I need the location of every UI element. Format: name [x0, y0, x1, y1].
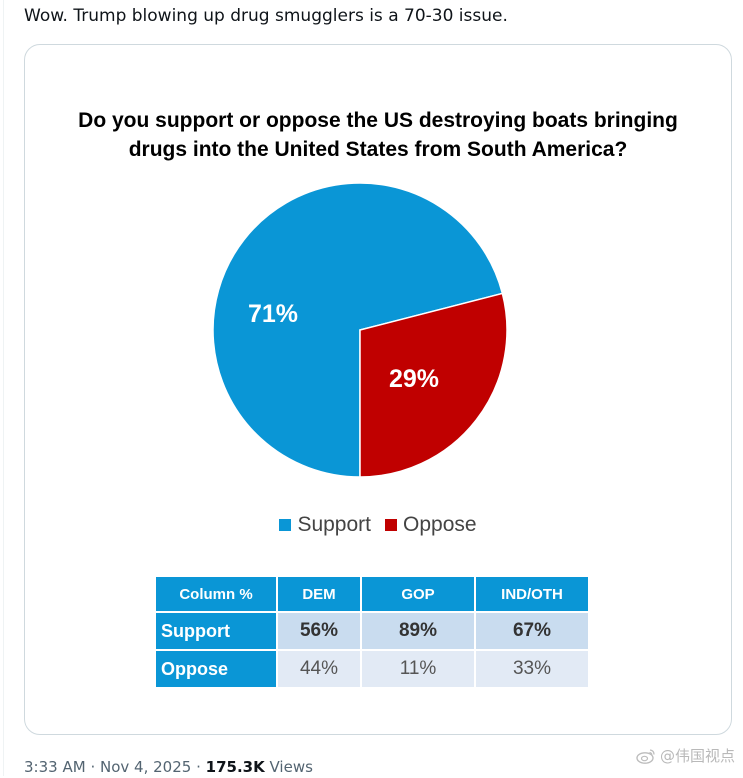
pie-slice-support [212, 182, 504, 478]
crosstab-col-gop: GOP [362, 577, 474, 611]
watermark-text: @伟国视点 [659, 747, 735, 765]
legend-label-oppose: Oppose [403, 513, 477, 536]
chart-title-line-1: Do you support or oppose the US destroyi… [78, 109, 678, 132]
crosstab-cell: 56% [278, 613, 360, 649]
crosstab-col-dem: DEM [278, 577, 360, 611]
tweet-metadata: 3:33 AM · Nov 4, 2025 · 175.3K Views [24, 756, 313, 778]
chart-legend: Support Oppose [25, 513, 731, 537]
crosstab-header-row: Column % DEM GOP IND/OTH [156, 577, 588, 611]
views-count: 175.3K [205, 758, 265, 776]
crosstab-cell: 44% [278, 651, 360, 687]
views-label: Views [269, 758, 313, 776]
tweet-text: Wow. Trump blowing up drug smugglers is … [24, 6, 508, 26]
crosstab-row-label: Oppose [156, 651, 276, 687]
tweet-media-card[interactable]: Do you support or oppose the US destroyi… [24, 44, 732, 735]
legend-swatch-support [279, 519, 292, 531]
crosstab-row-support: Support 56% 89% 67% [156, 613, 588, 649]
pie-chart: 71% 29% [212, 182, 508, 478]
crosstab-table: Column % DEM GOP IND/OTH Support 56% 89%… [154, 575, 590, 689]
pie-slice-oppose [359, 292, 508, 478]
timeline-border [3, 0, 4, 776]
chart-title: Do you support or oppose the US destroyi… [25, 106, 731, 164]
crosstab-cell: 33% [476, 651, 588, 687]
chart-title-line-2: drugs into the United States from South … [128, 138, 628, 161]
tweet-timestamp-date[interactable]: Nov 4, 2025 [100, 758, 192, 776]
weibo-icon [636, 748, 655, 764]
meta-separator: · [90, 758, 96, 776]
crosstab-cell: 89% [362, 613, 474, 649]
crosstab-row-label: Support [156, 613, 276, 649]
crosstab-row-oppose: Oppose 44% 11% 33% [156, 651, 588, 687]
crosstab-corner: Column % [156, 577, 276, 611]
crosstab-cell: 11% [362, 651, 474, 687]
legend-label-support: Support [297, 513, 371, 536]
legend-item-oppose: Oppose [385, 513, 477, 537]
crosstab-cell: 67% [476, 613, 588, 649]
tweet-timestamp-time[interactable]: 3:33 AM [24, 758, 86, 776]
pie-data-label-oppose: 29% [389, 365, 439, 393]
legend-swatch-oppose [385, 519, 397, 531]
pie-data-label-support: 71% [248, 300, 298, 328]
watermark: @伟国视点 [636, 745, 735, 766]
crosstab-col-ind-oth: IND/OTH [476, 577, 588, 611]
meta-separator: · [196, 758, 201, 776]
legend-item-support: Support [279, 513, 371, 537]
